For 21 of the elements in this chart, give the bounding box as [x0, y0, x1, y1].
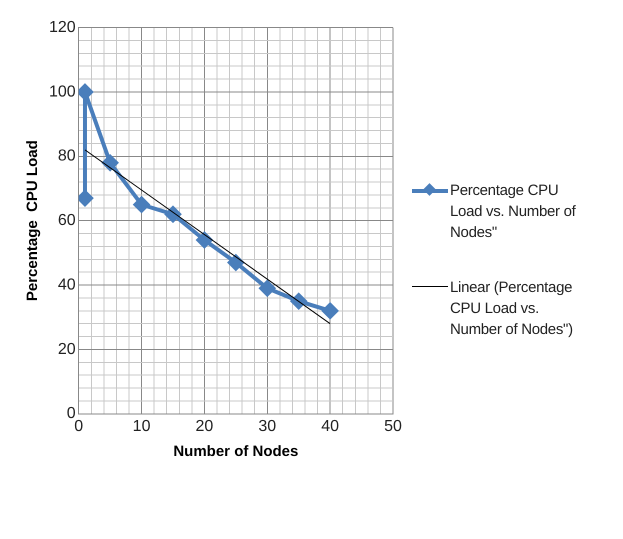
x-axis-title: Number of Nodes [173, 443, 298, 460]
point [228, 254, 244, 271]
y-tick-label: 20 [58, 340, 76, 358]
y-tick-label: 120 [48, 19, 76, 36]
x-tick-label: 10 [132, 418, 151, 435]
y-tick-label: 100 [48, 83, 76, 100]
x-tick-label: 30 [258, 418, 276, 435]
y-tick-label: 40 [58, 276, 76, 294]
y-tick-label: 0 [66, 405, 76, 422]
y-tick-label: 80 [58, 148, 76, 165]
point [196, 232, 212, 248]
x-tick-label: 20 [196, 418, 214, 435]
x-tick-label: 50 [384, 418, 402, 435]
legend-label: Percentage CPU Load vs. Number of Nodes" [450, 181, 577, 243]
y-tick-label: 60 [58, 212, 76, 230]
x-tick-label: 40 [321, 418, 340, 435]
point [322, 302, 338, 319]
point [134, 196, 150, 213]
point [259, 280, 276, 296]
legend-label: Linear (Percentage CPU Load vs. Number of Nodes") [450, 278, 574, 340]
y-axis-title: Percentage CPU Load [24, 140, 42, 302]
